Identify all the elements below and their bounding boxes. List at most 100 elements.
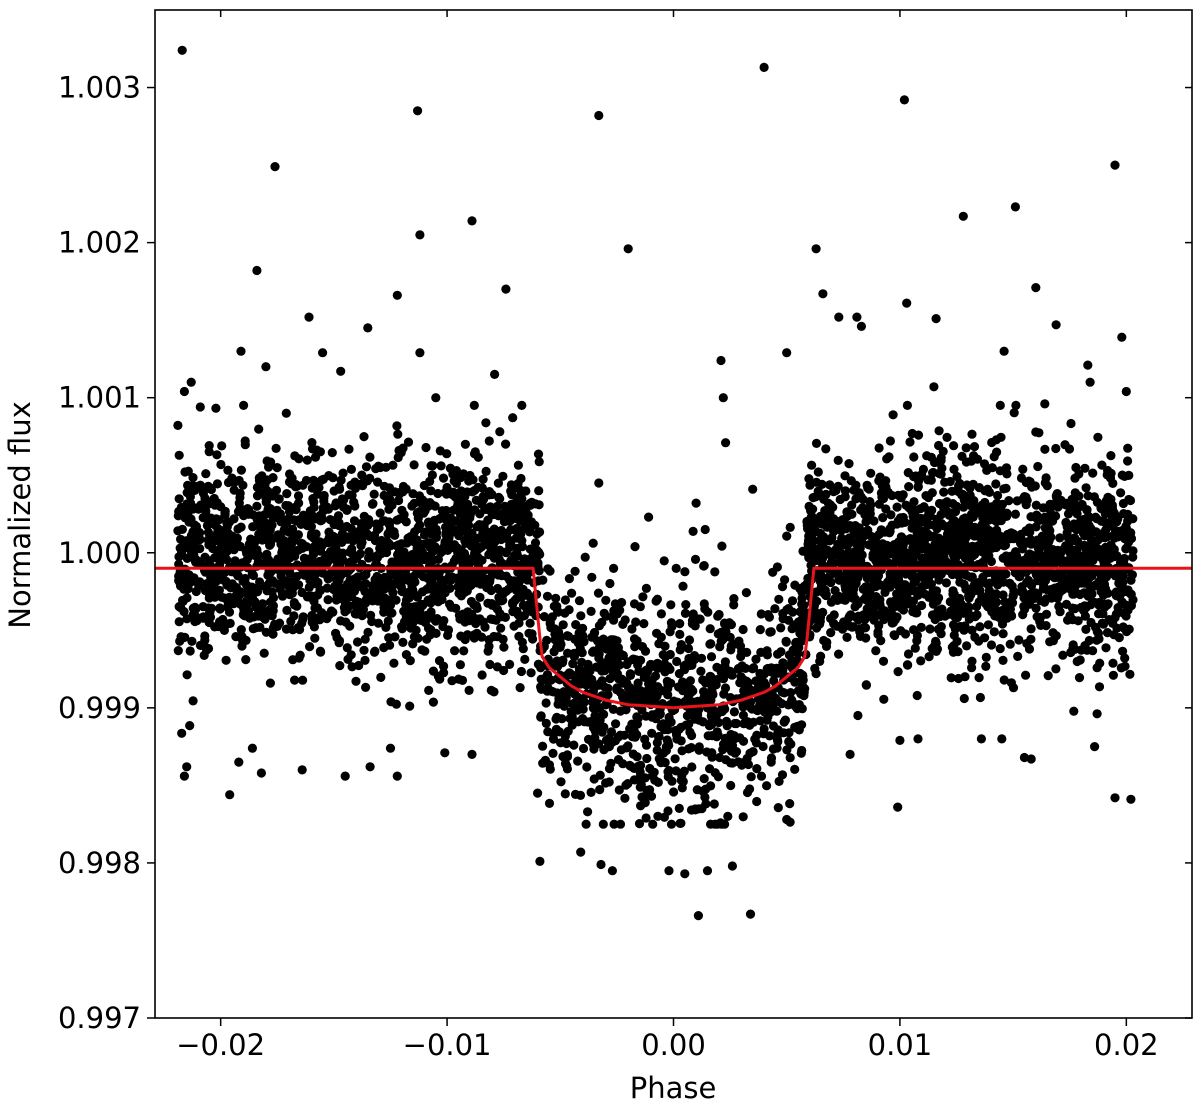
noise-point-2-1694 bbox=[832, 595, 843, 606]
noise-point-0-1624 bbox=[206, 538, 216, 548]
noise-point-1-633 bbox=[640, 734, 650, 744]
noise-point-0-1607 bbox=[408, 616, 418, 626]
noise-point-1-925 bbox=[623, 741, 633, 751]
noise-point-1-573 bbox=[680, 608, 691, 619]
noise-point-2-1258 bbox=[937, 604, 947, 614]
noise-point-1-253 bbox=[601, 778, 611, 788]
noise-point-0-1295 bbox=[315, 447, 325, 457]
noise-point-1-699 bbox=[707, 731, 717, 741]
noise-point-1-966 bbox=[749, 663, 759, 673]
noise-point-0-1658 bbox=[215, 617, 225, 627]
data-point-2 bbox=[270, 162, 280, 172]
noise-point-2-1645 bbox=[928, 595, 939, 605]
noise-point-0-695 bbox=[238, 480, 248, 490]
noise-point-0-228 bbox=[254, 424, 264, 434]
noise-point-0-1283 bbox=[413, 513, 423, 523]
noise-point-1-852 bbox=[788, 698, 798, 708]
noise-point-0-395 bbox=[409, 460, 419, 470]
noise-point-1-413 bbox=[681, 600, 691, 610]
noise-point-2-1112 bbox=[1122, 627, 1132, 637]
noise-point-2-1456 bbox=[972, 610, 982, 620]
data-point-92 bbox=[281, 408, 291, 418]
noise-point-2-1069 bbox=[902, 400, 913, 410]
noise-point-1-886 bbox=[576, 611, 586, 621]
noise-point-2-1482 bbox=[908, 511, 918, 521]
noise-point-0-332 bbox=[248, 570, 259, 581]
noise-point-1-599 bbox=[545, 764, 555, 774]
noise-point-2-1001 bbox=[1045, 526, 1055, 536]
noise-point-0-1740 bbox=[357, 519, 367, 529]
noise-point-2-65 bbox=[995, 400, 1005, 410]
noise-point-2-1620 bbox=[1065, 506, 1075, 516]
noise-point-1-893 bbox=[752, 796, 762, 807]
data-point-91 bbox=[929, 382, 939, 392]
noise-point-2-1373 bbox=[907, 571, 917, 581]
noise-point-2-1155 bbox=[1031, 522, 1041, 532]
noise-point-0-699 bbox=[397, 624, 407, 634]
noise-point-2-695 bbox=[1093, 432, 1103, 442]
noise-point-1-873 bbox=[687, 730, 697, 741]
noise-point-2-1003 bbox=[1072, 656, 1082, 667]
noise-point-0-1435 bbox=[178, 596, 188, 607]
noise-point-2-1739 bbox=[889, 558, 899, 568]
noise-point-0-989 bbox=[179, 607, 189, 617]
noise-point-2-912 bbox=[858, 494, 868, 504]
y-tick-label: 0.997 bbox=[58, 1001, 141, 1035]
noise-point-2-1599 bbox=[872, 575, 882, 586]
noise-point-2-914 bbox=[871, 646, 881, 656]
noise-point-2-1427 bbox=[848, 622, 859, 632]
noise-point-0-1414 bbox=[237, 632, 247, 642]
noise-point-2-930 bbox=[1001, 569, 1011, 579]
noise-point-0-1036 bbox=[379, 584, 390, 594]
noise-point-0-941 bbox=[403, 437, 414, 447]
noise-point-2-1674 bbox=[908, 596, 919, 606]
noise-point-1-987 bbox=[724, 669, 734, 679]
noise-point-0-1073 bbox=[490, 537, 500, 547]
noise-point-0-1291 bbox=[259, 648, 269, 658]
noise-point-0-1226 bbox=[268, 601, 278, 611]
noise-point-2-1506 bbox=[967, 625, 977, 635]
noise-point-1-435 bbox=[560, 789, 570, 799]
data-point-72 bbox=[385, 743, 396, 753]
noise-point-1-794 bbox=[632, 636, 642, 646]
noise-point-1-512 bbox=[582, 762, 592, 772]
noise-point-2-1511 bbox=[928, 468, 938, 478]
noise-point-2-490 bbox=[936, 453, 946, 463]
noise-point-0-624 bbox=[359, 432, 369, 442]
noise-point-2-1621 bbox=[858, 562, 868, 572]
noise-point-2-1440 bbox=[1120, 653, 1130, 663]
noise-point-0-434 bbox=[435, 446, 445, 456]
noise-point-0-136 bbox=[281, 624, 292, 634]
noise-point-2-1632 bbox=[1109, 551, 1120, 562]
noise-point-2-1682 bbox=[816, 528, 826, 539]
noise-point-2-758 bbox=[905, 437, 915, 447]
noise-point-0-671 bbox=[358, 481, 368, 491]
noise-point-2-1099 bbox=[1010, 509, 1021, 519]
noise-point-2-1732 bbox=[931, 534, 941, 544]
noise-point-0-1403 bbox=[192, 531, 202, 541]
noise-point-2-509 bbox=[981, 652, 991, 663]
noise-point-2-1276 bbox=[952, 471, 962, 482]
noise-point-1-398 bbox=[696, 653, 707, 663]
y-tick-label: 1.001 bbox=[58, 381, 141, 415]
noise-point-2-1249 bbox=[1053, 582, 1063, 592]
noise-point-0-1157 bbox=[401, 608, 412, 618]
noise-point-1-926 bbox=[558, 752, 568, 762]
noise-point-0-879 bbox=[428, 697, 438, 707]
noise-point-1-969 bbox=[656, 756, 666, 766]
noise-point-0-1614 bbox=[235, 587, 246, 597]
noise-point-1-132 bbox=[638, 592, 648, 602]
noise-point-2-1610 bbox=[913, 430, 924, 440]
noise-point-0-1524 bbox=[254, 529, 264, 539]
noise-point-2-906 bbox=[1077, 499, 1087, 510]
noise-point-1-594 bbox=[718, 634, 728, 645]
noise-point-1-983 bbox=[743, 678, 753, 688]
noise-point-0-1321 bbox=[399, 509, 409, 520]
noise-point-1-937 bbox=[733, 757, 743, 767]
noise-point-0-1566 bbox=[351, 601, 361, 611]
noise-point-2-1584 bbox=[829, 619, 839, 629]
noise-point-0-1742 bbox=[521, 507, 531, 517]
noise-point-1-908 bbox=[698, 675, 708, 685]
noise-point-0-1606 bbox=[439, 661, 449, 671]
noise-point-1-650 bbox=[570, 566, 580, 576]
